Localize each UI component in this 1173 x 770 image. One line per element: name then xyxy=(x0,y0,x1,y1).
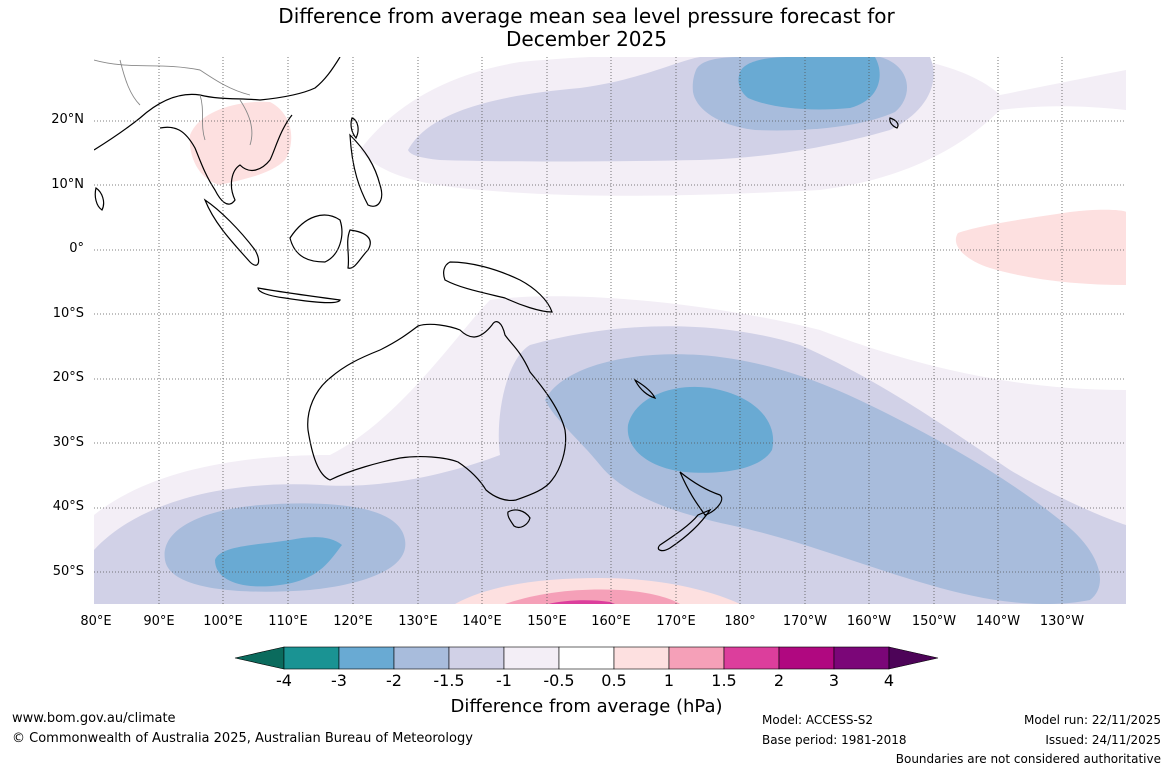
website-text: www.bom.gov.au/climate xyxy=(12,711,176,726)
colorbar-segment xyxy=(393,646,450,670)
colorbar xyxy=(234,646,939,670)
tasmania-coastline xyxy=(507,509,531,529)
graticule xyxy=(94,57,1126,604)
copyright-text: © Commonwealth of Australia 2025, Austra… xyxy=(12,731,473,746)
lat-label-20n: 20°N xyxy=(51,112,84,127)
colorbar-segment xyxy=(338,646,395,670)
new-zealand-north-coastline xyxy=(679,471,723,516)
lon-label-130w: 130°W xyxy=(1039,614,1085,629)
lon-label-110e: 110°E xyxy=(268,614,308,629)
colorbar-segment xyxy=(283,646,340,670)
sulawesi-coastline xyxy=(347,229,371,269)
australia-coastline xyxy=(307,321,567,502)
borneo-coastline xyxy=(289,214,343,263)
new-guinea-coastline xyxy=(443,261,553,313)
lon-label-170e: 170°E xyxy=(656,614,696,629)
lon-label-160w: 160°W xyxy=(846,614,892,629)
issued-text: Issued: 24/11/2025 xyxy=(1045,733,1161,747)
anomaly-contour-plus1.5-south xyxy=(548,600,615,604)
taiwan-coastline xyxy=(350,117,359,140)
lat-label-10s: 10°S xyxy=(52,306,84,321)
sumatra-coastline xyxy=(203,198,260,266)
colorbar-arrow-high xyxy=(888,646,939,670)
lon-label-120e: 120°E xyxy=(333,614,373,629)
new-caledonia-coastline xyxy=(633,378,657,399)
anomaly-contour-minus2-south xyxy=(215,537,342,587)
model-run-text: Model run: 22/11/2025 xyxy=(1023,713,1161,727)
lon-label-90e: 90°E xyxy=(143,614,175,629)
anomaly-contour-plus1-south xyxy=(505,589,680,604)
lon-label-180: 180° xyxy=(724,614,756,629)
map-title-line1: Difference from average mean sea level p… xyxy=(278,4,895,28)
map-title-line2: December 2025 xyxy=(506,27,667,51)
lat-label-40s: 40°S xyxy=(52,499,84,514)
lat-label-50s: 50°S xyxy=(52,564,84,579)
colorbar-tick: 2 xyxy=(773,671,785,690)
coastlines xyxy=(94,57,899,552)
lon-label-170w: 170°W xyxy=(782,614,828,629)
lon-label-80e: 80°E xyxy=(80,614,112,629)
lat-label-10n: 10°N xyxy=(51,177,84,192)
sri-lanka-coastline xyxy=(94,187,105,211)
colorbar-segment xyxy=(778,646,835,670)
lon-label-100e: 100°E xyxy=(203,614,243,629)
colorbar-tick: 3 xyxy=(828,671,840,690)
colorbar-segment xyxy=(668,646,725,670)
lat-label-0: 0° xyxy=(69,241,84,256)
base-period-text: Base period: 1981-2018 xyxy=(762,733,907,747)
colorbar-tick: 1 xyxy=(663,671,675,690)
model-text: Model: ACCESS-S2 xyxy=(762,713,874,727)
anomaly-field xyxy=(94,57,1126,604)
new-zealand-south-coastline xyxy=(657,508,712,552)
colorbar-tick: -1 xyxy=(496,671,512,690)
anomaly-contour-minus2-pacific xyxy=(627,386,774,473)
colorbar-tick: -0.5 xyxy=(543,671,575,690)
colorbar-segment xyxy=(448,646,505,670)
lon-label-150w: 150°W xyxy=(911,614,957,629)
hawaii-coastline xyxy=(889,117,899,129)
lat-label-20s: 20°S xyxy=(52,370,84,385)
colorbar-tick: -3 xyxy=(331,671,347,690)
colorbar-segment xyxy=(558,646,615,670)
colorbar-segment xyxy=(503,646,560,670)
asia-mainland-coastline xyxy=(94,57,341,205)
lon-label-140e: 140°E xyxy=(462,614,502,629)
java-coastline xyxy=(257,287,341,304)
colorbar-arrow-low xyxy=(234,646,285,670)
colorbar-tick: -2 xyxy=(386,671,402,690)
colorbar-segment xyxy=(833,646,890,670)
lon-label-140w: 140°W xyxy=(975,614,1021,629)
colorbar-tick: 4 xyxy=(883,671,895,690)
lon-label-160e: 160°E xyxy=(591,614,631,629)
colorbar-tick: 1.5 xyxy=(711,671,737,690)
country-borders xyxy=(94,59,253,146)
lon-label-130e: 130°E xyxy=(398,614,438,629)
lon-label-150e: 150°E xyxy=(527,614,567,629)
colorbar-tick: -4 xyxy=(276,671,292,690)
lat-label-30s: 30°S xyxy=(52,435,84,450)
colorbar-segment xyxy=(613,646,670,670)
colorbar-tick: 0.5 xyxy=(601,671,627,690)
colorbar-tick: -1.5 xyxy=(433,671,465,690)
colorbar-segment xyxy=(723,646,780,670)
anomaly-contour-minus2-north xyxy=(738,57,880,110)
philippines-coastline xyxy=(349,133,383,207)
disclaimer-text: Boundaries are not considered authoritat… xyxy=(895,752,1161,766)
colorbar-title: Difference from average (hPa) xyxy=(450,696,723,717)
asia-country-borders xyxy=(94,59,253,146)
